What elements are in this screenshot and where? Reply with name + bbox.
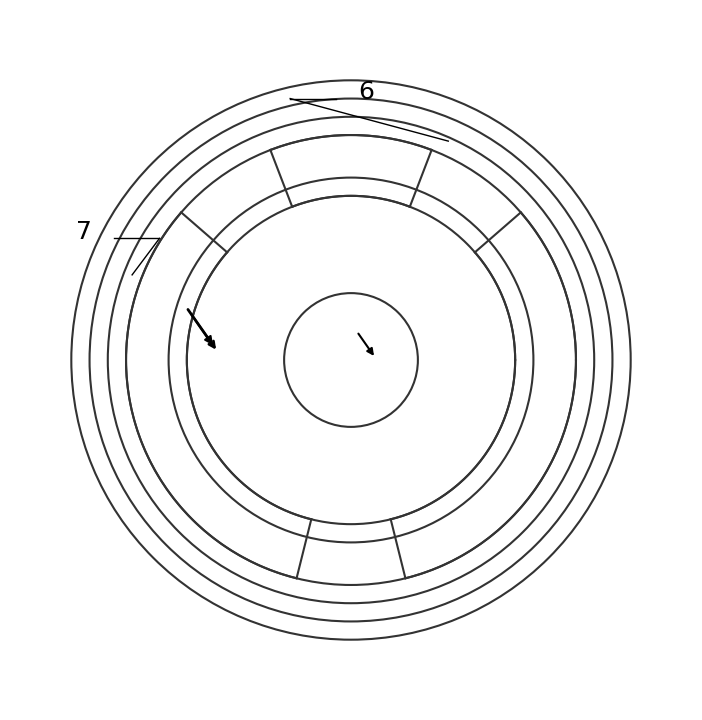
Text: 6: 6 (358, 81, 374, 104)
Text: 7: 7 (76, 220, 91, 244)
